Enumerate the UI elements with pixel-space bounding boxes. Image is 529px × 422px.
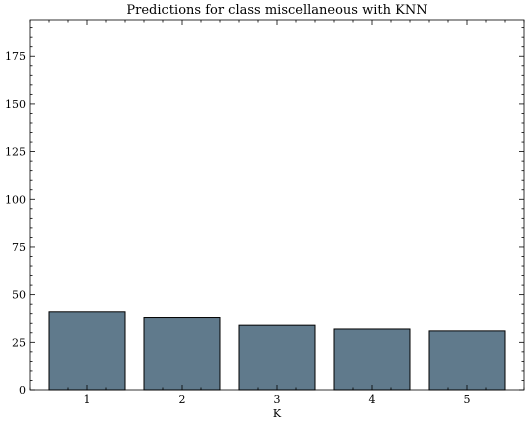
- x-tick-label: 1: [84, 393, 91, 406]
- bar-1: [48, 311, 126, 391]
- y-tick-label: 150: [5, 98, 26, 111]
- y-tick-label: 175: [5, 50, 26, 63]
- bar-3: [238, 324, 316, 391]
- bars-group: [48, 311, 506, 391]
- y-tick-label: 50: [12, 289, 26, 302]
- y-tick-label: 75: [12, 241, 26, 254]
- x-tick-label: 5: [464, 393, 471, 406]
- x-tick-label: 3: [274, 393, 281, 406]
- x-tick-label: 2: [179, 393, 186, 406]
- y-tick-label: 0: [19, 384, 26, 397]
- y-tick-label: 125: [5, 146, 26, 159]
- y-tick-label: 100: [5, 193, 26, 206]
- x-axis-label: K: [273, 407, 282, 420]
- plot-frame: [29, 19, 525, 391]
- bar-4: [333, 328, 411, 391]
- chart-title: Predictions for class miscellaneous with…: [126, 3, 427, 18]
- bar-2: [143, 317, 221, 391]
- y-axis: 0 25 50 75 100 125 150 175: [5, 27, 524, 397]
- bar-5: [428, 330, 506, 391]
- x-tick-label: 4: [369, 393, 376, 406]
- x-axis: 1 2 3 4 5: [29, 20, 525, 406]
- y-tick-label: 25: [12, 336, 26, 349]
